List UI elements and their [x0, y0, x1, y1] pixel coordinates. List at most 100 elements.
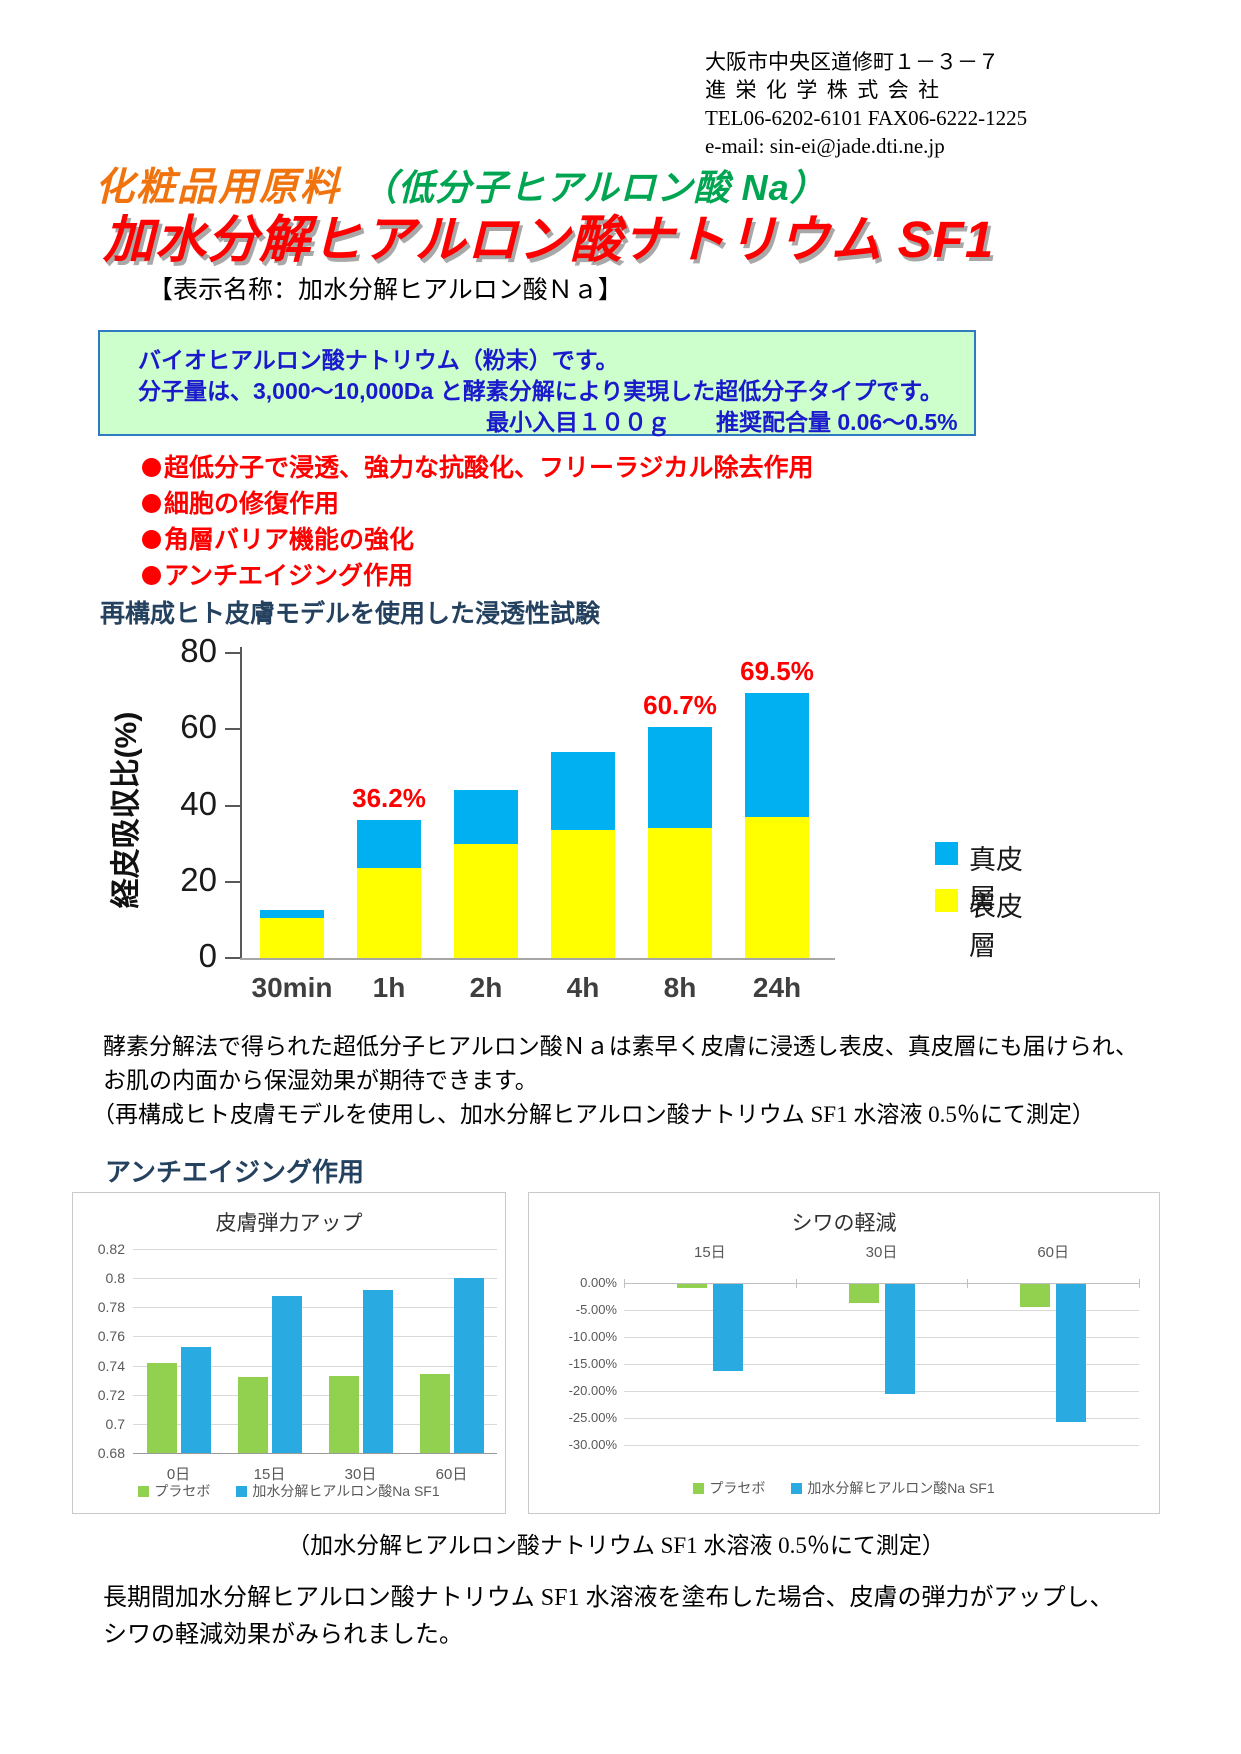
display-name: 【表示名称：加水分解ヒアルロン酸Ｎａ】 — [148, 277, 623, 304]
bar-placebo — [146, 1362, 177, 1453]
x-tick-label: 30日 — [344, 1466, 377, 1483]
legend-label: プラセボ — [154, 1483, 211, 1499]
feature-text: 細胞の修復作用 — [164, 490, 340, 518]
legend-item: プラセボ — [138, 1481, 210, 1501]
wrinkle-chart: シワの軽減 0.00% -5.00% -10.00% -15.00% -20.00% -25… — [528, 1192, 1160, 1514]
gridline — [624, 1418, 1139, 1419]
y-tick-mark — [225, 880, 240, 883]
feature-text: 超低分子で浸透、強力な抗酸化、フリーラジカル除去作用 — [164, 454, 814, 482]
total-label: 36.2% — [352, 782, 426, 813]
legend-swatch — [138, 1485, 150, 1497]
product-info-box: バイオヒアルロン酸ナトリウム（粉末）です。 分子量は、3,000～10,000D… — [98, 330, 976, 436]
gridline — [133, 1336, 497, 1338]
y-tick-label: -15.00% — [568, 1356, 617, 1371]
feature-text: アンチエイジング作用 — [164, 562, 414, 590]
y-tick-label: 0.78 — [97, 1299, 125, 1316]
permeation-note: 酵素分解法で得られた超低分子ヒアルロン酸Ｎａは素早く皮膚に浸透し表皮、真皮層にも… — [92, 1030, 1138, 1132]
y-axis-line — [240, 647, 242, 958]
x-tick-label: 2h — [469, 972, 503, 1003]
feature-item: 角層バリア機能の強化 — [142, 522, 814, 558]
axis-tick-mark — [624, 1279, 625, 1288]
y-tick-label: 20 — [180, 860, 217, 898]
bar-sf1 — [362, 1289, 393, 1453]
subtitle-note: （低分子ヒアルロン酸 Na） — [361, 167, 827, 208]
gridline — [133, 1394, 497, 1396]
bar-dermis — [648, 726, 712, 829]
y-tick-label: 0.8 — [105, 1270, 125, 1287]
total-label: 69.5% — [740, 656, 814, 687]
y-tick-mark — [225, 728, 240, 731]
bar-placebo — [848, 1284, 879, 1303]
x-cat-label: 30日 — [865, 1244, 898, 1261]
gridline — [133, 1278, 497, 1280]
bar-dermis — [745, 693, 809, 817]
permeation-section-title: 再構成ヒト皮膚モデルを使用した浸透性試験 — [100, 601, 601, 628]
x-tick-label: 8h — [663, 972, 697, 1003]
x-tick-label: 24h — [752, 972, 802, 1003]
feature-item: 細胞の修復作用 — [142, 486, 814, 522]
note-line: 酵素分解法で得られた超低分子ヒアルロン酸Ｎａは素早く皮膚に浸透し表皮、真皮層にも… — [103, 1034, 1138, 1059]
bar-placebo — [1020, 1284, 1051, 1307]
y-tick-label: 0.76 — [97, 1328, 125, 1345]
bar-epidermis — [454, 843, 518, 958]
y-tick-label: -5.00% — [575, 1302, 617, 1317]
conclusion-paragraph: 長期間加水分解ヒアルロン酸ナトリウム SF1 水溶液を塗布した場合、皮膚の弾力が… — [103, 1580, 1113, 1654]
y-tick-label: -30.00% — [568, 1437, 617, 1452]
bar-epidermis — [648, 828, 712, 958]
axis-tick-mark — [795, 1279, 797, 1288]
legend-label: 真皮層 — [969, 845, 1023, 914]
y-tick-mark — [225, 652, 240, 654]
legend-swatch — [693, 1482, 705, 1494]
bullet-icon — [142, 530, 161, 549]
bar-sf1 — [1056, 1284, 1087, 1423]
info-line-2: 分子量は、3,000～10,000Da と酵素分解により実現した超低分子タイプで… — [138, 378, 943, 404]
gridline — [133, 1453, 497, 1454]
bar-dermis — [260, 910, 324, 918]
bar-dermis — [357, 819, 421, 869]
gridline — [133, 1423, 497, 1425]
y-tick-label: 0.72 — [97, 1386, 125, 1403]
bar-placebo — [419, 1374, 450, 1453]
elasticity-chart: 皮膚弾力アップ 0.82 0.8 0.78 0.76 0.74 0.72 0.7 0.68 0日 1… — [72, 1192, 506, 1514]
contact-email: e-mail: sin-ei@jade.dti.ne.jp — [705, 134, 945, 158]
y-tick-mark — [225, 957, 240, 959]
x-tick-label: 1h — [372, 972, 406, 1003]
bullet-icon — [142, 566, 161, 585]
bar-epidermis — [260, 917, 324, 958]
bar-sf1 — [884, 1284, 915, 1394]
legend-label: 加水分解ヒアルロン酸Na SF1 — [807, 1480, 995, 1496]
bar-sf1 — [271, 1295, 302, 1453]
y-tick-label: 0.74 — [97, 1357, 125, 1374]
x-tick-label: 15日 — [253, 1466, 286, 1483]
note-line: （再構成ヒト皮膚モデルを使用し、加水分解ヒアルロン酸ナトリウム SF1 水溶液 … — [92, 1102, 1095, 1127]
bar-placebo — [237, 1377, 268, 1453]
product-title: 加水分解ヒアルロン酸ナトリウム SF1 — [103, 211, 995, 268]
y-axis-title: 経皮吸収比(%) — [110, 711, 143, 909]
gridline — [624, 1283, 1139, 1284]
info-line-1: バイオヒアルロン酸ナトリウム（粉末）です。 — [138, 347, 619, 373]
x-tick-label: 0日 — [166, 1466, 191, 1483]
y-tick-label: 60 — [180, 708, 217, 746]
gridline — [624, 1445, 1139, 1446]
conclusion-line: シワの軽減効果がみられました。 — [103, 1622, 463, 1648]
axis-tick-mark — [967, 1279, 969, 1288]
x-tick-label: 4h — [566, 972, 600, 1003]
y-tick-label: 80 — [180, 632, 217, 669]
antiaging-section-title: アンチエイジング作用 — [105, 1158, 364, 1187]
contact-company: 進栄化学株式会社 — [705, 78, 949, 102]
info-line-3: 最小入目１００ｇ 推奨配合量 0.06～0.5% — [486, 407, 974, 438]
measurement-caption: （加水分解ヒアルロン酸ナトリウム SF1 水溶液 0.5％にて測定） — [287, 1533, 945, 1558]
y-tick-label: -25.00% — [568, 1410, 617, 1425]
y-tick-label: -10.00% — [568, 1329, 617, 1344]
chart-legend: プラセボ 加水分解ヒアルロン酸Na SF1 — [73, 1481, 505, 1501]
gridline — [133, 1307, 497, 1309]
gridline — [624, 1364, 1139, 1365]
legend-label: 加水分解ヒアルロン酸Na SF1 — [252, 1483, 440, 1499]
bar-epidermis — [551, 830, 615, 958]
bar-epidermis — [745, 816, 809, 958]
chart-title: シワの軽減 — [791, 1211, 897, 1235]
legend-label: プラセボ — [709, 1480, 766, 1496]
contact-address: 大阪市中央区道修町１－３－７ — [705, 50, 999, 74]
permeation-chart: 80 60 40 20 0 経皮吸収比(%) 30min 36.2% 1h 2h 4h 60.7% 8h… — [95, 632, 1045, 1016]
